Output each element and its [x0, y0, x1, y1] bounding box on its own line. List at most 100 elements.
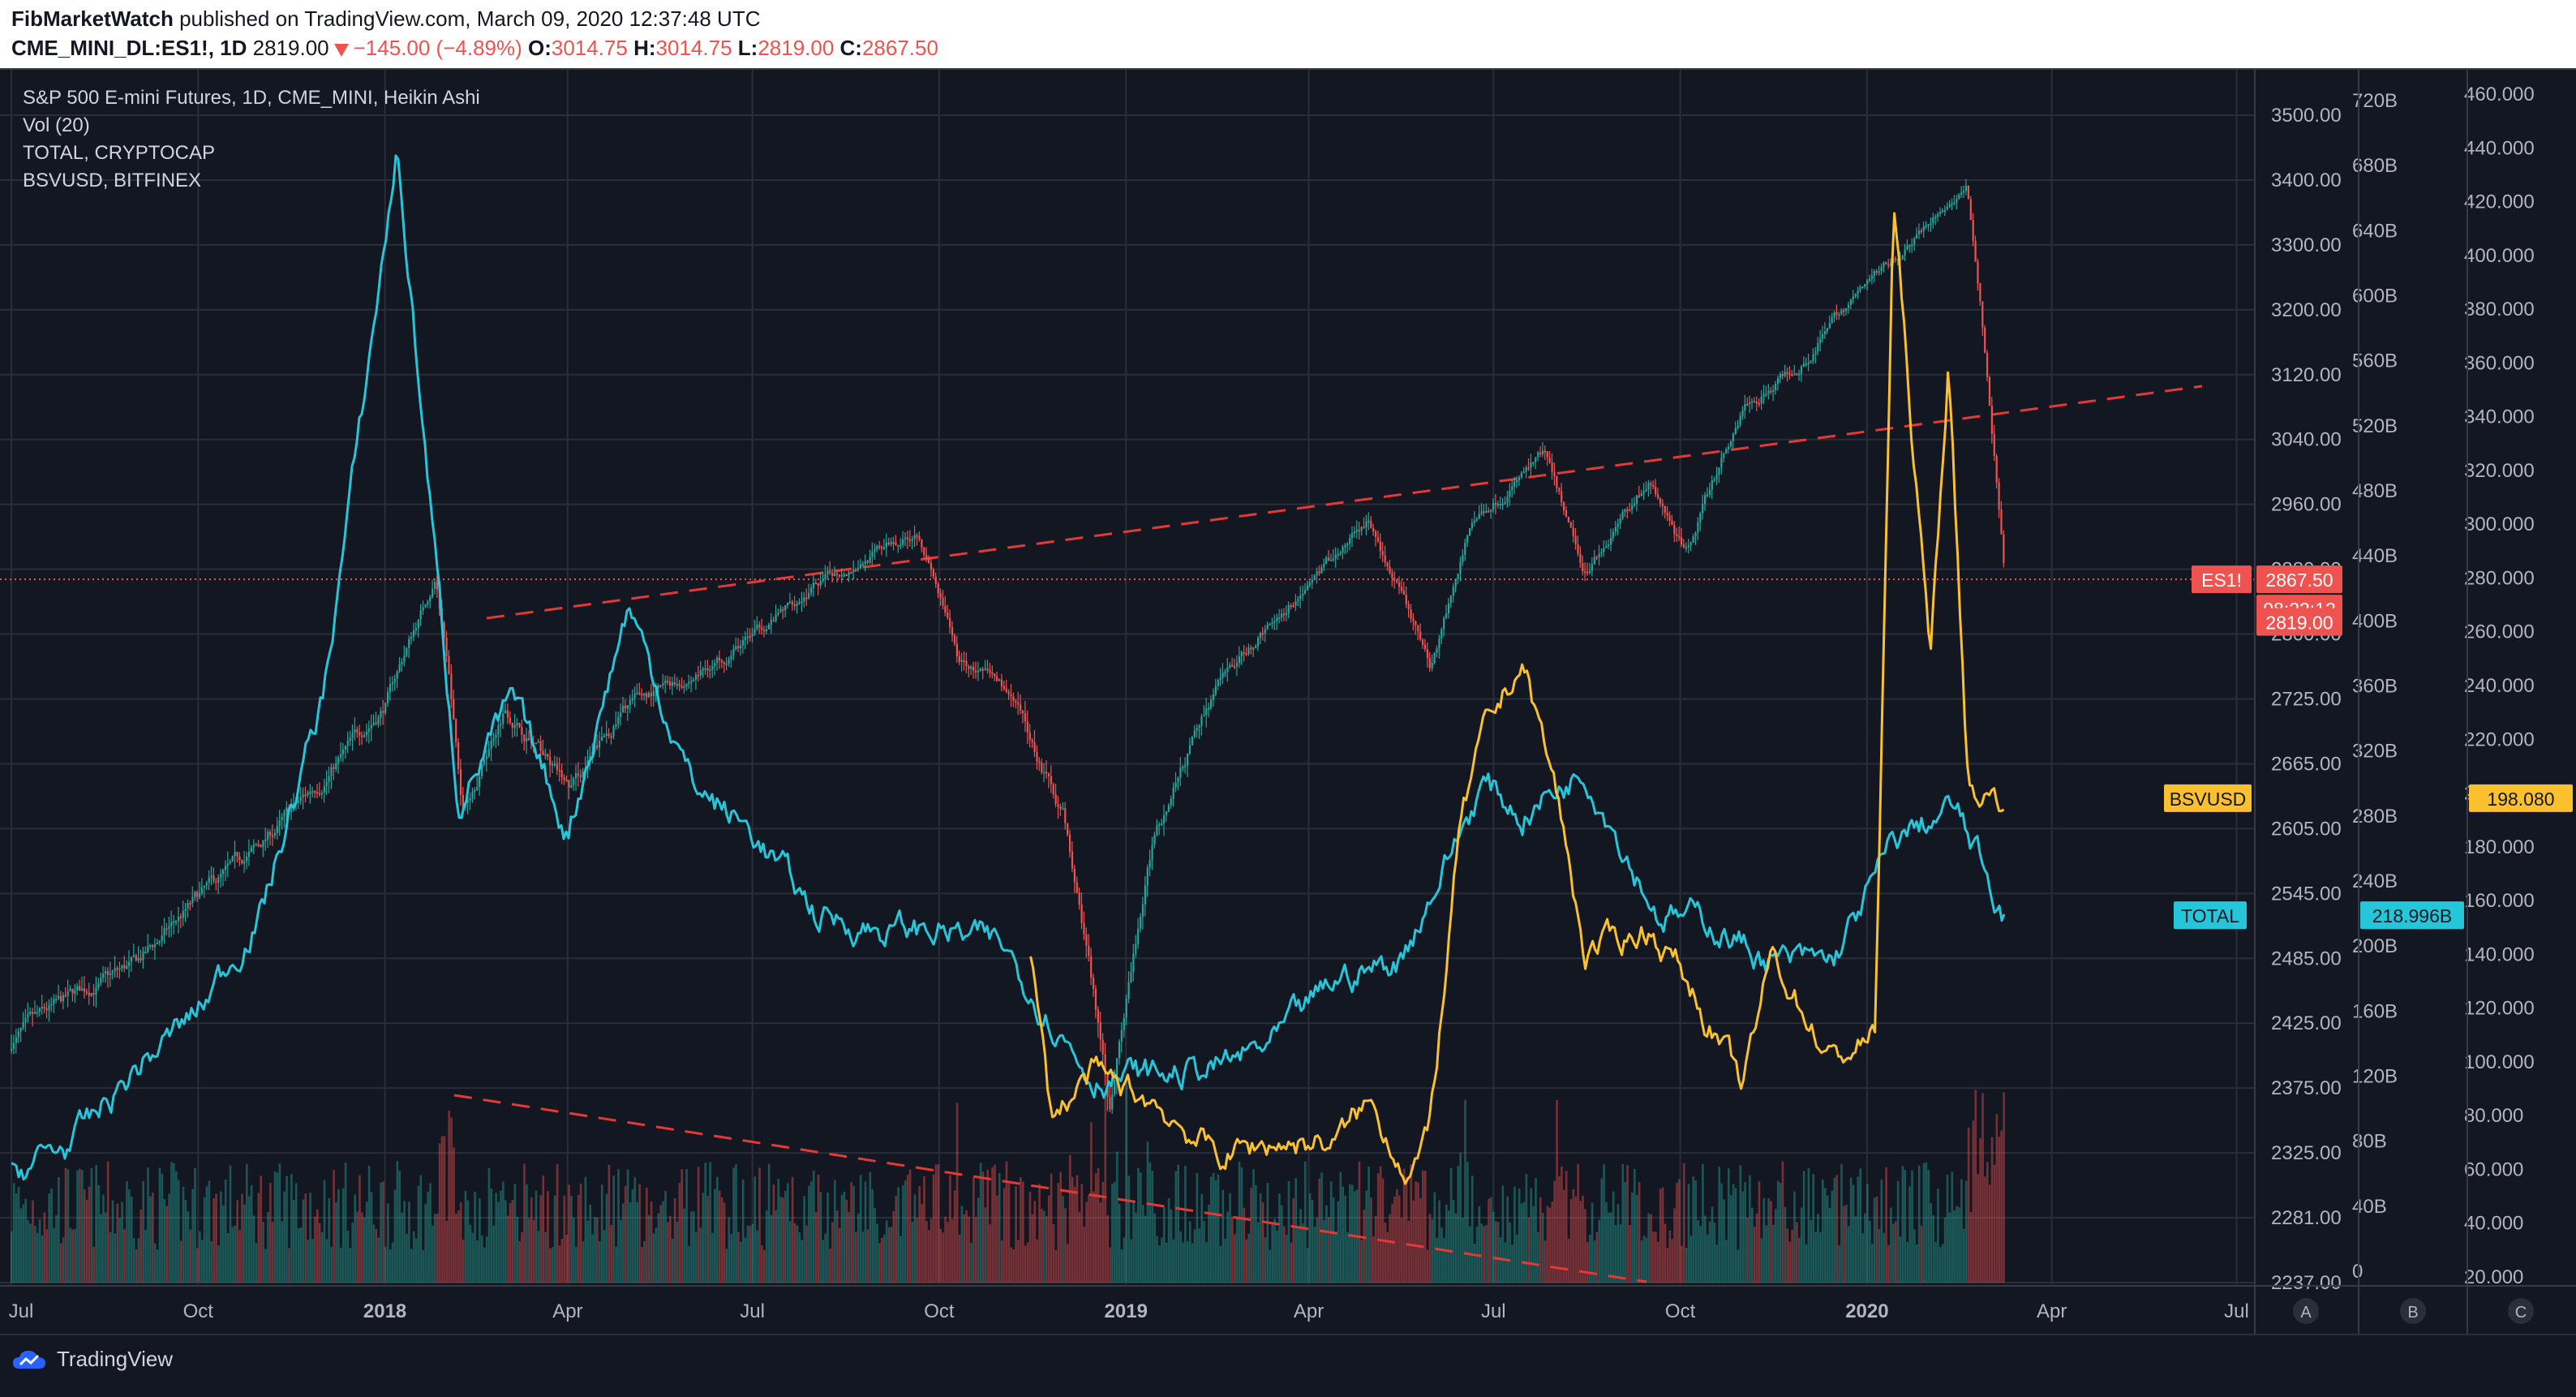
axis-b-tick: 0	[2352, 1261, 2363, 1283]
axis-b-tick: 200B	[2352, 935, 2398, 957]
axis-a-tick: 2375.00	[2271, 1077, 2342, 1099]
chart-svg[interactable]: Jul Oct 2018 Apr Jul Oct 2019 Apr Jul Oct 2020 Apr J…	[0, 68, 2576, 1334]
x-tick-label: Apr	[2037, 1300, 2067, 1322]
axis-c-tick: 60.000	[2464, 1158, 2523, 1180]
footer-bar: TradingView	[0, 1334, 2576, 1397]
upper-trend-line[interactable]	[486, 385, 2203, 620]
axis-b-tick: 480B	[2352, 480, 2398, 502]
tradingview-logo[interactable]: TradingView	[11, 1347, 173, 1372]
bsv-price-tag: 198.080	[2487, 789, 2554, 810]
down-arrow-icon	[333, 44, 349, 57]
axis-c-tick: 220.000	[2464, 729, 2535, 750]
axis-c-tick: 100.000	[2464, 1051, 2535, 1073]
chart-area[interactable]: Jul Oct 2018 Apr Jul Oct 2019 Apr Jul Oct 2020 Apr J…	[0, 68, 2576, 1334]
axis-a-tick: 3120.00	[2271, 364, 2342, 386]
x-tick-label: Jul	[740, 1300, 765, 1322]
last-price: 2819.00	[252, 36, 329, 60]
axis-a-tick: 2425.00	[2271, 1012, 2342, 1034]
bsv-series-line[interactable]	[1029, 212, 2005, 1185]
publish-line: FibMarketWatch published on TradingView.…	[11, 6, 760, 32]
axis-b-tick: 120B	[2352, 1066, 2398, 1088]
axis-b-tick: 40B	[2352, 1196, 2387, 1218]
axis-c-tick: 140.000	[2464, 944, 2535, 965]
axis-a-tick: 2325.00	[2271, 1142, 2342, 1164]
axis-a-tick: 3300.00	[2271, 234, 2342, 256]
low-price-tag-bg	[2256, 608, 2342, 636]
open-value: 3014.75	[551, 36, 628, 60]
scale-button-label: B	[2407, 1304, 2418, 1322]
axis-b-tick: 400B	[2352, 610, 2398, 632]
publish-header: FibMarketWatch published on TradingView.…	[0, 0, 2576, 68]
axis-c-tick: 40.000	[2464, 1213, 2523, 1235]
x-tick-label: Jul	[2224, 1300, 2249, 1322]
axis-b-tick: 640B	[2352, 220, 2398, 242]
axis-a-tick: 2605.00	[2271, 818, 2342, 840]
axis-b-tick: 80B	[2352, 1131, 2387, 1153]
axis-a-tick: 3500.00	[2271, 105, 2342, 127]
axis-b-tick: 360B	[2352, 676, 2398, 698]
scale-button-label: A	[2300, 1304, 2312, 1322]
axis-a-tick: 2485.00	[2271, 948, 2342, 969]
axis-a-tick: 3040.00	[2271, 429, 2342, 451]
axis-b-tick: 680B	[2352, 155, 2398, 177]
total-price-tag: 218.996B	[2372, 905, 2452, 926]
axis-c-tick: 440.000	[2464, 137, 2535, 159]
low-price-tag: 2819.00	[2265, 613, 2333, 634]
axis-b-tick: 320B	[2352, 741, 2398, 763]
bsv-price-tag-bg	[2469, 784, 2573, 812]
axis-a-tick: 2237.00	[2271, 1272, 2342, 1294]
scale-button-b[interactable]	[2400, 1298, 2426, 1324]
scale-button-label: C	[2515, 1304, 2527, 1322]
close-value: 2867.50	[861, 36, 938, 60]
axis-b-tick: 240B	[2352, 870, 2398, 892]
x-tick-label: 2019	[1105, 1300, 1148, 1322]
total-symbol-tag: TOTAL	[2181, 905, 2239, 926]
total-series-line[interactable]	[11, 154, 2006, 1181]
axis-b-tick: 720B	[2352, 90, 2398, 112]
footer-brand: TradingView	[57, 1347, 174, 1371]
axis-b-tick: 520B	[2352, 415, 2398, 437]
published-text: published on TradingView.com, March 09, …	[179, 6, 761, 31]
axis-c-tick: 180.000	[2464, 836, 2535, 858]
total-price-tag-bg	[2360, 901, 2464, 930]
axis-a-tick: 2545.00	[2271, 883, 2342, 905]
legend-main[interactable]: S&P 500 E-mini Futures, 1D, CME_MINI, He…	[23, 87, 480, 109]
legend-total[interactable]: TOTAL, CRYPTOCAP	[23, 142, 215, 164]
axis-c-tick: 300.000	[2464, 514, 2535, 535]
axis-c-tick: 400.000	[2464, 245, 2535, 267]
symbol-name: CME_MINI_DL:ES1!, 1D	[11, 36, 247, 60]
tradingview-cloud-icon	[13, 1350, 45, 1369]
axis-c-tick: 80.000	[2464, 1105, 2523, 1127]
total-symbol-tag-bg	[2174, 901, 2247, 930]
high-value: 3014.75	[655, 36, 732, 60]
axis-c-tick: 20.000	[2464, 1266, 2523, 1288]
axis-b-tick: 160B	[2352, 1000, 2398, 1022]
es1-symbol-tag: ES1!	[2201, 570, 2242, 591]
axis-c-tick: 380.000	[2464, 299, 2535, 320]
symbol-ohlc-line: CME_MINI_DL:ES1!, 1D 2819.00 −145.00 (−4.…	[11, 36, 938, 61]
legend-bsv[interactable]: BSVUSD, BITFINEX	[23, 170, 201, 191]
axis-c-tick: 120.000	[2464, 998, 2535, 1020]
axis-c-tick: 240.000	[2464, 675, 2535, 697]
x-tick-label: 2020	[1845, 1300, 1888, 1322]
legend-vol[interactable]: Vol (20)	[23, 114, 90, 136]
close-label: C:	[839, 36, 862, 60]
axis-a-tick: 3200.00	[2271, 299, 2342, 321]
high-label: H:	[633, 36, 656, 60]
x-tick-label: Oct	[1665, 1300, 1696, 1322]
axis-c-tick: 160.000	[2464, 890, 2535, 912]
axis-c-tick: 260.000	[2464, 621, 2535, 643]
lower-trend-line[interactable]	[453, 1094, 1647, 1283]
axis-c-tick: 460.000	[2464, 84, 2535, 105]
low-value: 2819.00	[758, 36, 835, 60]
axis-c-tick: 340.000	[2464, 406, 2535, 428]
axis-a-tick: 2960.00	[2271, 494, 2342, 516]
low-label: L:	[737, 36, 758, 60]
scale-button-a[interactable]	[2293, 1298, 2319, 1324]
axis-b-tick: 440B	[2352, 545, 2398, 567]
axis-a-tick: 2725.00	[2271, 689, 2342, 711]
scale-button-c[interactable]	[2508, 1298, 2534, 1324]
publisher-name[interactable]: FibMarketWatch	[11, 6, 174, 31]
x-tick-label: Oct	[183, 1300, 214, 1322]
bsv-symbol-tag: BSVUSD	[2170, 789, 2247, 810]
